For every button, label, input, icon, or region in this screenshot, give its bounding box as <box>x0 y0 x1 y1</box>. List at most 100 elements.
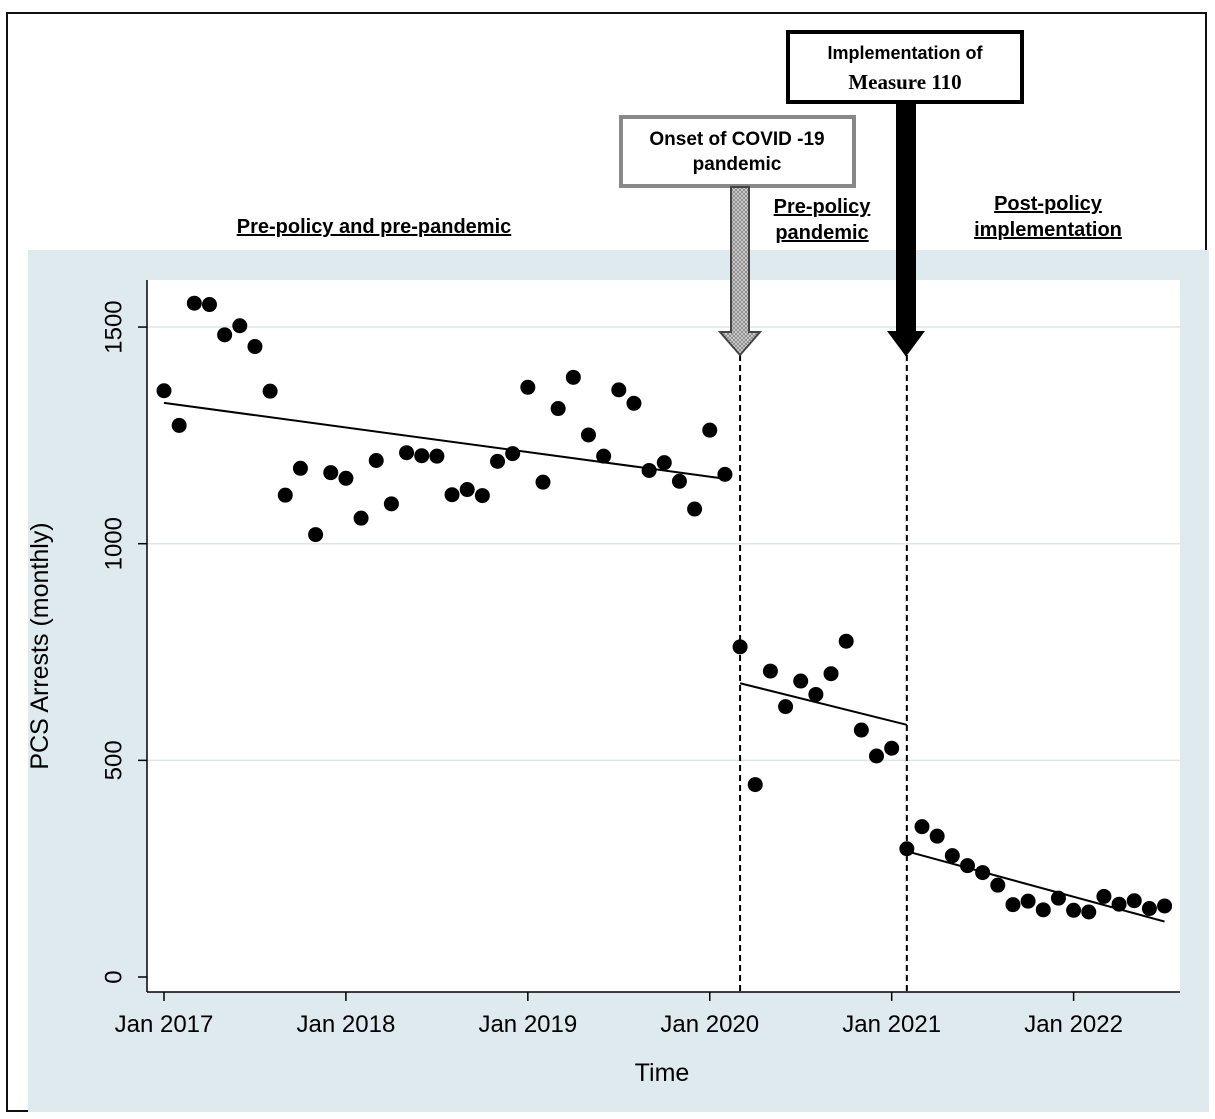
data-point <box>308 527 324 543</box>
data-point <box>671 473 687 489</box>
y-tick-label: 1000 <box>100 517 127 570</box>
data-point <box>292 460 308 476</box>
covid-annotation-box <box>619 115 856 188</box>
data-point <box>399 445 415 461</box>
axes <box>138 280 1180 1001</box>
data-point <box>1035 902 1051 918</box>
data-point <box>732 639 748 655</box>
y-tick-labels: 0 500 1000 1500 <box>100 300 127 983</box>
vertical-reference-lines <box>739 355 908 992</box>
x-tick-label: Jan 2017 <box>115 1011 214 1038</box>
data-point <box>975 865 991 881</box>
covid-annotation-line1: Onset of COVID -19 <box>649 129 824 150</box>
data-point <box>778 699 794 715</box>
figure-frame: 0 500 1000 1500 Jan 2017 Jan 2018 Jan 2019 Jan… <box>6 12 1209 1112</box>
data-point <box>535 474 551 490</box>
data-point <box>611 382 627 398</box>
data-point <box>338 470 354 486</box>
data-point <box>596 448 612 464</box>
data-point <box>580 427 596 443</box>
data-point <box>1126 893 1142 909</box>
y-tick-label: 500 <box>100 740 127 780</box>
y-tick-label: 0 <box>100 970 127 983</box>
data-point <box>808 686 824 702</box>
gridlines <box>147 326 1180 762</box>
data-point <box>201 297 217 313</box>
x-tick-labels: Jan 2017 Jan 2018 Jan 2019 Jan 2020 Jan 2021… <box>115 1011 1123 1038</box>
data-point <box>793 673 809 689</box>
data-point <box>899 841 915 857</box>
plot-area-background <box>147 280 1180 992</box>
measure-110-annotation-box <box>786 30 1024 104</box>
measure-110-annotation-line1: Implementation of <box>827 43 983 63</box>
data-point <box>853 722 869 738</box>
data-point <box>929 828 945 844</box>
x-tick-label: Jan 2021 <box>842 1011 941 1038</box>
data-point <box>444 487 460 503</box>
data-points <box>156 295 1173 920</box>
segment-label-pandemic-line1: Pre-policy <box>774 196 872 218</box>
data-point <box>838 633 854 649</box>
x-tick-label: Jan 2018 <box>297 1011 396 1038</box>
x-tick-label: Jan 2019 <box>478 1011 577 1038</box>
data-point <box>520 379 536 395</box>
y-axis-label: PCS Arrests (monthly) <box>26 522 54 769</box>
segment-label-pre-pandemic: Pre-policy and pre-pandemic <box>237 216 512 238</box>
data-point <box>914 819 930 835</box>
data-point <box>505 446 521 462</box>
data-point <box>368 453 384 469</box>
data-point <box>247 339 263 355</box>
y-tick-label: 1500 <box>100 300 127 353</box>
data-point <box>869 748 885 764</box>
data-point <box>353 510 369 526</box>
data-point <box>959 858 975 874</box>
data-point <box>414 448 430 464</box>
data-point <box>687 501 703 517</box>
covid-annotation-line2: pandemic <box>693 154 782 175</box>
data-point <box>186 295 202 311</box>
fit-line <box>163 401 726 480</box>
data-point <box>626 395 642 411</box>
data-point <box>1066 902 1082 918</box>
data-point <box>565 369 581 385</box>
data-point <box>990 877 1006 893</box>
data-point <box>171 417 187 433</box>
segment-label-pandemic-line2: pandemic <box>775 222 868 244</box>
measure-110-annotation-line2: Measure 110 <box>848 70 961 94</box>
measure-110-down-arrow-icon <box>887 101 925 357</box>
data-point <box>1111 896 1127 912</box>
data-point <box>717 466 733 482</box>
x-axis-label: Time <box>635 1059 690 1087</box>
data-point <box>944 848 960 864</box>
data-point <box>429 448 445 464</box>
data-point <box>1157 898 1173 914</box>
segment-label-post-policy-line1: Post-policy <box>994 193 1103 215</box>
data-point <box>277 487 293 503</box>
data-point <box>1020 893 1036 909</box>
data-point <box>1005 897 1021 913</box>
covid-down-arrow-icon <box>717 186 763 357</box>
data-point <box>823 666 839 682</box>
data-point <box>217 327 233 343</box>
data-point <box>656 455 672 471</box>
segment-label-post-policy-line2: implementation <box>974 219 1122 241</box>
data-point <box>323 465 339 481</box>
x-tick-label: Jan 2020 <box>660 1011 759 1038</box>
data-point <box>459 482 475 498</box>
data-point <box>884 740 900 756</box>
data-point <box>490 453 506 469</box>
data-point <box>1096 888 1112 904</box>
data-point <box>762 663 778 679</box>
data-point <box>1050 890 1066 906</box>
data-point <box>383 496 399 512</box>
data-point <box>262 383 278 399</box>
fit-line <box>739 682 908 726</box>
data-point <box>550 401 566 417</box>
data-point <box>747 777 763 793</box>
data-point <box>702 422 718 438</box>
data-point <box>232 318 248 334</box>
data-point <box>474 488 490 504</box>
data-point <box>156 383 172 399</box>
data-point <box>1141 901 1157 917</box>
